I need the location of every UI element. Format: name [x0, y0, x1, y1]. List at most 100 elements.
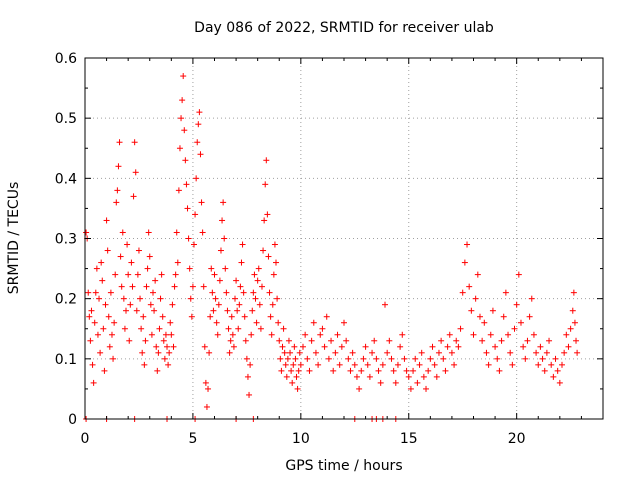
data-point — [184, 205, 191, 212]
data-point — [496, 367, 503, 374]
data-point — [565, 343, 572, 350]
data-point — [185, 235, 192, 242]
data-point — [181, 127, 188, 134]
data-point — [217, 247, 224, 254]
data-point — [134, 271, 141, 278]
data-point — [198, 199, 205, 206]
data-point — [444, 343, 451, 350]
data-point — [543, 349, 550, 356]
data-point — [280, 325, 287, 332]
data-point — [347, 367, 354, 374]
x-tick-label: 0 — [81, 431, 90, 447]
data-point — [284, 355, 291, 362]
data-point — [176, 145, 183, 152]
data-point — [113, 199, 120, 206]
data-point — [116, 139, 123, 146]
marks-layer — [83, 73, 581, 422]
data-point — [194, 139, 201, 146]
y-axis-label: SRMTID / TECUs — [6, 182, 22, 295]
data-point — [187, 295, 194, 302]
data-point — [229, 331, 236, 338]
data-point — [459, 289, 466, 296]
data-point — [130, 193, 137, 200]
data-point — [200, 283, 207, 290]
data-point — [92, 289, 99, 296]
data-point — [210, 307, 217, 314]
data-point — [228, 313, 235, 320]
data-point — [533, 349, 540, 356]
data-point — [431, 361, 438, 368]
data-point — [212, 295, 219, 302]
data-point — [149, 289, 156, 296]
data-point — [195, 121, 202, 128]
data-point — [237, 283, 244, 290]
data-point — [221, 235, 228, 242]
data-point — [85, 289, 92, 296]
data-point — [505, 331, 512, 338]
data-point — [315, 361, 322, 368]
data-point — [522, 355, 529, 362]
data-point — [263, 157, 270, 164]
data-point — [216, 277, 223, 284]
data-point — [394, 361, 401, 368]
data-point — [360, 355, 367, 362]
data-point — [166, 349, 173, 356]
data-point — [288, 367, 295, 374]
data-point — [239, 241, 246, 248]
data-point — [349, 349, 356, 356]
data-point — [442, 367, 449, 374]
data-point — [151, 307, 158, 314]
data-point — [476, 313, 483, 320]
data-point — [485, 361, 492, 368]
data-point — [193, 175, 200, 182]
data-point — [414, 379, 421, 386]
data-point — [174, 259, 181, 266]
data-point — [196, 109, 203, 116]
data-point — [429, 343, 436, 350]
data-point — [563, 331, 570, 338]
data-point — [492, 343, 499, 350]
data-point — [468, 307, 475, 314]
data-point — [375, 367, 382, 374]
data-point — [153, 343, 160, 350]
data-point — [548, 361, 555, 368]
data-point — [135, 247, 142, 254]
data-point — [242, 337, 249, 344]
data-point — [241, 313, 248, 320]
data-point — [570, 289, 577, 296]
data-point — [267, 313, 274, 320]
data-point — [382, 301, 389, 308]
data-point — [110, 355, 117, 362]
data-point — [420, 373, 427, 380]
data-point — [312, 349, 319, 356]
y-tick-label: 0.6 — [55, 51, 77, 67]
data-point — [277, 355, 284, 362]
data-point — [287, 349, 294, 356]
data-point — [156, 325, 163, 332]
data-point — [479, 337, 486, 344]
data-point — [105, 313, 112, 320]
data-point — [423, 385, 430, 392]
data-point — [240, 289, 247, 296]
data-point — [297, 361, 304, 368]
data-point — [353, 373, 360, 380]
data-point — [265, 253, 272, 260]
data-point — [139, 349, 146, 356]
data-point — [392, 379, 399, 386]
data-point — [160, 337, 167, 344]
data-point — [399, 331, 406, 338]
data-point — [362, 343, 369, 350]
data-point — [290, 361, 297, 368]
data-point — [275, 319, 282, 326]
data-point — [271, 241, 278, 248]
data-point — [225, 325, 232, 332]
data-point — [279, 343, 286, 350]
data-point — [157, 295, 164, 302]
data-point — [435, 349, 442, 356]
data-point — [358, 367, 365, 374]
data-point — [509, 361, 516, 368]
y-tick-label: 0.1 — [55, 352, 77, 368]
data-point — [351, 361, 358, 368]
data-point — [98, 259, 105, 266]
data-point — [341, 319, 347, 326]
